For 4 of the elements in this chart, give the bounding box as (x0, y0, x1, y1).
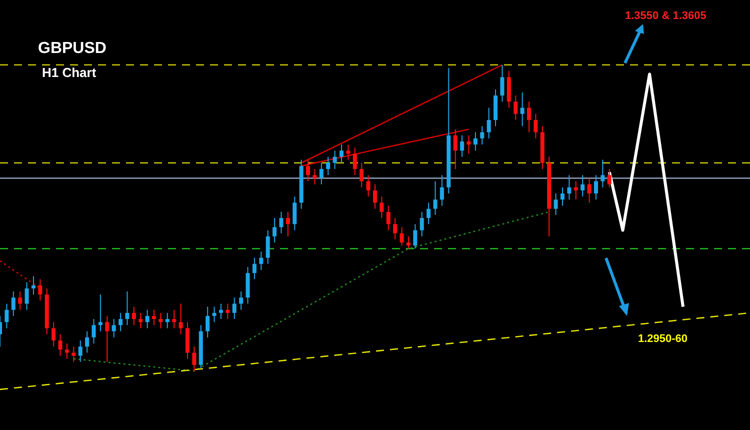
annotation: 1.2950-60 (638, 333, 688, 345)
chart-subtitle: H1 Chart (42, 65, 96, 80)
text: 1.3550 & 1.3605 (625, 10, 706, 22)
chart-title: GBPUSD (38, 40, 106, 58)
